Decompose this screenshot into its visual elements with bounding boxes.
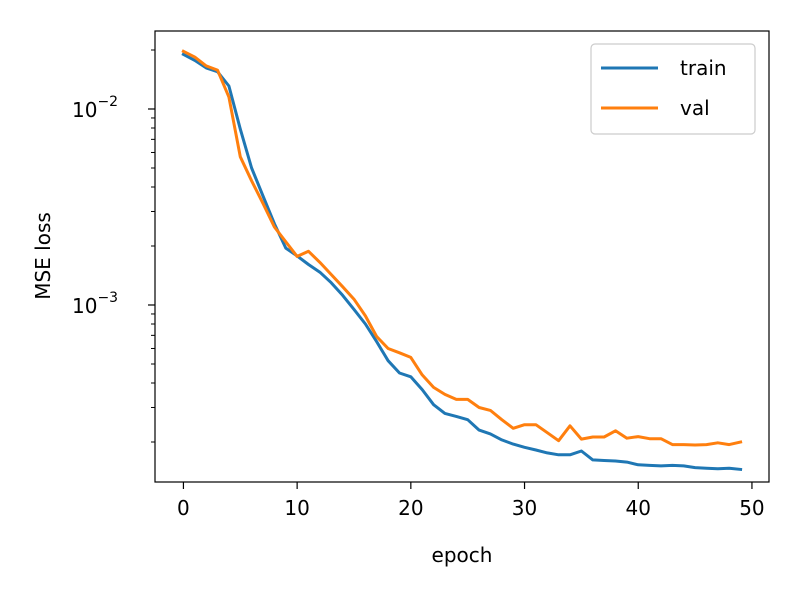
x-tick-label: 0 — [177, 496, 190, 520]
series-lines — [181, 49, 743, 472]
legend: train val — [590, 43, 756, 135]
y-axis-label: MSE loss — [31, 212, 55, 300]
legend-label-val: val — [680, 96, 710, 120]
x-tick-label: 50 — [739, 496, 764, 520]
legend-box — [590, 43, 756, 135]
x-axis-ticks: 0 10 20 30 40 50 — [177, 482, 765, 520]
x-tick-label: 30 — [512, 496, 537, 520]
x-axis-label: epoch — [432, 543, 493, 567]
y-axis-ticks: 10−3 10−2 — [72, 49, 155, 443]
plot-area-frame — [154, 30, 770, 483]
x-tick-label: 10 — [284, 496, 309, 520]
y-tick-label: 10−3 — [72, 290, 118, 318]
series-line-val — [181, 49, 743, 447]
x-tick-label: 20 — [398, 496, 423, 520]
x-tick-label: 40 — [626, 496, 651, 520]
y-tick-label: 10−2 — [72, 94, 118, 122]
legend-label-train: train — [680, 56, 727, 80]
